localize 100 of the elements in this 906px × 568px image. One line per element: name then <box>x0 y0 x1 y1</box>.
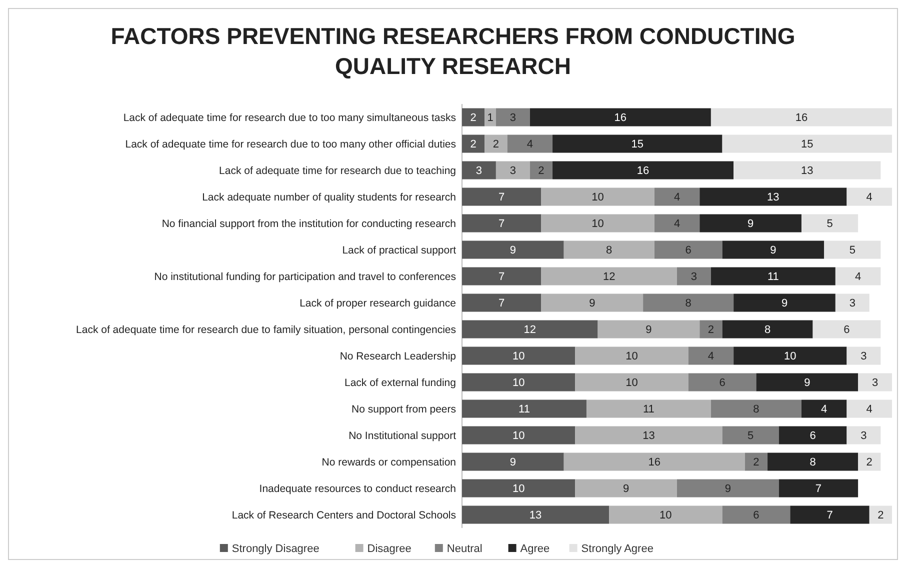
data-label: 9 <box>510 456 516 469</box>
data-label: 3 <box>476 165 482 178</box>
data-label: 6 <box>844 324 850 336</box>
legend-label: Strongly Disagree <box>232 542 320 555</box>
y-tick-label: Lack of Research Centers and Doctoral Schools <box>232 509 456 522</box>
data-label: 10 <box>626 377 638 390</box>
y-tick-label: Lack of adequate time for research due to too many simultaneous tasks <box>123 112 456 124</box>
data-label: 4 <box>708 350 714 363</box>
y-tick-label: Lack of practical support <box>342 244 456 256</box>
data-label: 9 <box>770 244 776 257</box>
data-label: 16 <box>614 112 627 124</box>
bar <box>858 452 881 471</box>
bar <box>552 161 734 180</box>
bar <box>462 479 576 498</box>
bar <box>869 506 892 524</box>
bar <box>744 452 768 471</box>
data-label: 9 <box>623 483 630 496</box>
bar <box>552 134 722 153</box>
data-label: 10 <box>512 483 525 496</box>
y-tick-label: No rewards or compensation <box>322 456 456 468</box>
data-label: 2 <box>492 138 500 151</box>
data-label: 3 <box>510 165 516 178</box>
data-label: 5 <box>826 218 833 230</box>
data-label: 4 <box>674 192 680 204</box>
bar <box>835 294 870 312</box>
bar <box>507 134 553 153</box>
bar <box>722 426 779 444</box>
y-tick-label: Inadequate resources to conduct research <box>259 482 456 495</box>
data-label: 10 <box>512 350 525 363</box>
bar <box>654 240 722 259</box>
data-label: 15 <box>631 138 644 151</box>
bar <box>575 426 722 444</box>
bar <box>530 108 711 126</box>
legend-label: Neutral <box>446 542 482 555</box>
data-label: 3 <box>510 112 516 124</box>
data-label: 8 <box>606 244 612 257</box>
data-label: 6 <box>719 377 726 390</box>
bar <box>462 346 576 365</box>
data-label: 15 <box>801 138 814 151</box>
bar <box>778 426 847 444</box>
data-label: 12 <box>524 324 536 336</box>
data-label: 4 <box>854 271 862 284</box>
y-tick-label: Lack of external funding <box>344 376 456 389</box>
bar <box>541 294 644 312</box>
data-label: 8 <box>810 456 816 469</box>
y-tick-label: Lack of proper research guidance <box>300 297 456 310</box>
y-tick-label: Lack adequate number of quality students for research <box>202 191 456 204</box>
bar <box>801 214 858 232</box>
bar <box>846 188 892 206</box>
data-label: 11 <box>767 271 779 284</box>
data-label: 9 <box>781 298 788 310</box>
data-label: 5 <box>849 244 856 257</box>
bar <box>801 400 847 418</box>
bar <box>462 506 610 524</box>
bar <box>586 400 711 418</box>
bar <box>462 400 586 418</box>
data-label: 6 <box>753 510 760 522</box>
data-label: 4 <box>821 404 828 416</box>
data-label: 3 <box>860 430 867 442</box>
bar <box>496 108 530 126</box>
data-label: 6 <box>810 430 816 442</box>
bar <box>768 452 858 471</box>
data-label: 9 <box>510 244 516 257</box>
bar <box>722 506 790 524</box>
data-label: 7 <box>815 483 822 496</box>
data-label: 6 <box>685 244 692 257</box>
bar <box>790 506 870 524</box>
data-label: 2 <box>708 324 714 336</box>
data-label: 8 <box>685 298 692 310</box>
bar <box>541 267 677 286</box>
bar <box>700 188 847 206</box>
bar <box>734 294 836 312</box>
bar <box>677 479 779 498</box>
bar <box>700 214 802 232</box>
bar <box>564 240 654 259</box>
data-label: 7 <box>498 192 505 204</box>
bar <box>846 426 881 444</box>
bar <box>462 108 485 126</box>
y-tick-label: No Research Leadership <box>340 350 456 362</box>
bar <box>462 240 564 259</box>
y-tick-label: No institutional funding for participation and travel to conferences <box>154 270 456 283</box>
data-label: 3 <box>860 350 867 363</box>
bar <box>677 267 711 286</box>
data-label: 10 <box>512 377 525 390</box>
bar <box>496 161 530 180</box>
data-label: 8 <box>764 324 771 336</box>
data-label: 16 <box>648 456 660 469</box>
data-label: 1 <box>487 112 494 124</box>
data-label: 7 <box>826 510 833 522</box>
data-label: 10 <box>592 218 604 230</box>
data-label: 9 <box>747 218 754 230</box>
bar <box>462 320 598 338</box>
bar <box>609 506 722 524</box>
bar <box>462 426 576 444</box>
y-tick-label: Lack of adequate time for research due to too many other official duties <box>125 138 456 150</box>
data-label: 9 <box>724 483 731 496</box>
bar <box>462 161 496 180</box>
data-label: 13 <box>529 510 542 522</box>
data-label: 10 <box>784 350 796 363</box>
data-label: 8 <box>753 404 760 416</box>
